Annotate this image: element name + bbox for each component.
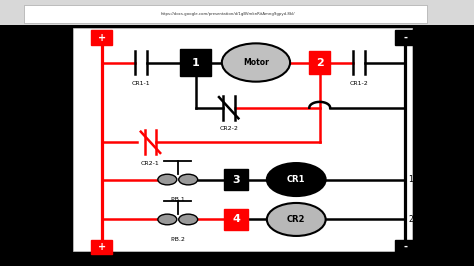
Text: CR2-2: CR2-2 (219, 126, 238, 131)
Circle shape (179, 214, 198, 225)
Text: -: - (403, 32, 407, 43)
Text: CR2: CR2 (287, 215, 306, 224)
Text: 5: 5 (61, 214, 69, 225)
Text: +: + (98, 242, 106, 252)
Circle shape (179, 174, 198, 185)
FancyBboxPatch shape (91, 240, 112, 254)
FancyBboxPatch shape (395, 30, 416, 45)
Text: CR2-1: CR2-1 (141, 161, 160, 166)
Text: P.B.1: P.B.1 (170, 197, 185, 202)
Text: -: - (403, 242, 407, 252)
Circle shape (158, 214, 177, 225)
Text: +: + (98, 32, 106, 43)
Text: 3: 3 (232, 174, 240, 185)
FancyBboxPatch shape (91, 30, 112, 45)
Circle shape (222, 43, 290, 82)
Text: 1: 1 (61, 57, 69, 68)
Text: 1: 1 (191, 57, 200, 68)
Text: 4: 4 (61, 174, 69, 185)
Text: 2 , 3: 2 , 3 (409, 215, 426, 224)
FancyBboxPatch shape (24, 5, 427, 23)
Text: 3: 3 (61, 137, 69, 147)
Text: https://docs.google.com/presentation/d/1gBVmknRitAmng9gpyd.8kl/: https://docs.google.com/presentation/d/1… (160, 12, 295, 16)
FancyBboxPatch shape (224, 169, 248, 190)
Text: CR1: CR1 (287, 175, 306, 184)
Text: 2: 2 (316, 57, 324, 68)
FancyBboxPatch shape (180, 49, 211, 76)
Text: 4: 4 (232, 214, 240, 225)
FancyBboxPatch shape (395, 240, 416, 254)
Text: Motor: Motor (243, 58, 269, 67)
Text: 2: 2 (61, 103, 69, 113)
Text: P.B.2: P.B.2 (170, 237, 185, 242)
FancyBboxPatch shape (0, 0, 474, 25)
FancyBboxPatch shape (224, 209, 248, 230)
Text: CR1-1: CR1-1 (132, 81, 150, 86)
Text: CR1-2: CR1-2 (350, 81, 368, 86)
FancyBboxPatch shape (309, 51, 330, 74)
Circle shape (267, 203, 326, 236)
Circle shape (267, 163, 326, 196)
FancyBboxPatch shape (73, 28, 412, 251)
Text: 1 ,1: 1 ,1 (409, 175, 423, 184)
Circle shape (158, 174, 177, 185)
